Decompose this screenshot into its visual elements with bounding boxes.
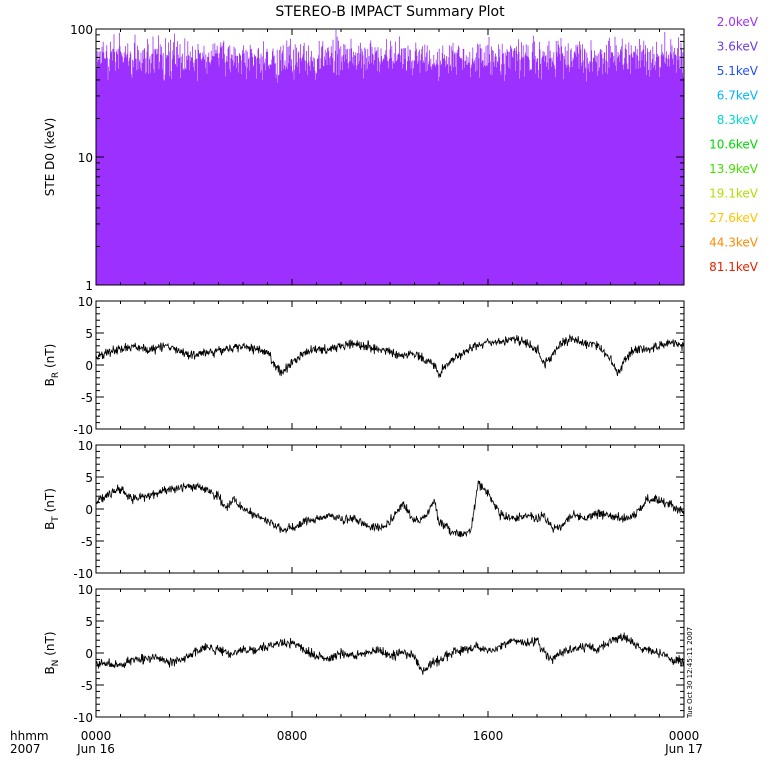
- y-axis-label-symbol: B: [43, 378, 57, 386]
- y-tick-label: 10: [78, 439, 93, 453]
- y-axis-label-unit: (nT): [43, 631, 57, 659]
- y-tick-label: 10: [78, 295, 93, 309]
- time-units-label: hhmm: [10, 729, 49, 743]
- y-tick-label: 5: [85, 615, 93, 629]
- legend-label-3.6keV: 3.6keV: [717, 40, 759, 54]
- y-axis-label-subscript: N: [51, 660, 61, 667]
- generation-timestamp: Tue Oct 30 12:45:11 2007: [686, 627, 694, 719]
- y-axis-label-subscript: R: [51, 372, 61, 378]
- legend-label-27.6keV: 27.6keV: [709, 211, 759, 225]
- y-tick-label: -10: [73, 711, 93, 725]
- date-label: Jun 17: [664, 742, 703, 756]
- y-tick-label: 0: [85, 647, 93, 661]
- panel-br: -10 -5 0 5 10 BR (nT): [43, 295, 685, 437]
- y-axis-label-unit: (nT): [43, 344, 57, 372]
- legend-label-81.1keV: 81.1keV: [709, 260, 759, 274]
- y-tick-label: 5: [85, 327, 93, 341]
- x-tick-label: 1600: [473, 729, 504, 743]
- y-axis-label: BN (nT): [43, 631, 61, 674]
- legend-label-5.1keV: 5.1keV: [717, 64, 759, 78]
- year-label: 2007: [10, 742, 41, 756]
- plot-title: STEREO-B IMPACT Summary Plot: [275, 4, 505, 20]
- x-tick-label: 0800: [277, 729, 308, 743]
- panel-bn: -10 -5 0 5 10 BN (nT): [43, 583, 685, 725]
- x-tick-label: 0000: [81, 729, 112, 743]
- y-tick-label: -5: [81, 679, 93, 693]
- legend-label-10.6keV: 10.6keV: [709, 138, 759, 152]
- y-tick-label: 10: [78, 151, 93, 165]
- legend-label-8.3keV: 8.3keV: [717, 113, 759, 127]
- energy-legend: 2.0keV 3.6keV 5.1keV 6.7keV 8.3keV 10.6keV 13.…: [709, 15, 759, 274]
- y-tick-label: 0: [85, 503, 93, 517]
- legend-label-44.3keV: 44.3keV: [709, 236, 759, 250]
- y-axis-label: STE D0 (keV): [43, 118, 57, 197]
- y-tick-label: -5: [81, 535, 93, 549]
- legend-label-13.9keV: 13.9keV: [709, 162, 759, 176]
- y-tick-label: 10: [78, 583, 93, 597]
- panel-bt: -10 -5 0 5 10 BT (nT): [43, 439, 685, 581]
- field-trace-br: [95, 333, 685, 378]
- y-axis-label-symbol: B: [43, 522, 57, 530]
- series-line-2.0keV: [95, 29, 684, 285]
- y-tick-label: 1: [85, 279, 93, 293]
- panel-frame: [95, 300, 685, 430]
- legend-label-19.1keV: 19.1keV: [709, 187, 759, 201]
- y-tick-label: -10: [73, 423, 93, 437]
- panel-frame: [95, 444, 685, 574]
- y-axis-label: BR (nT): [43, 344, 61, 387]
- legend-label-2.0keV: 2.0keV: [717, 15, 759, 29]
- time-axis-footer: hhmm 2007 0000 Jun 16 0800 1600 0000 Jun…: [10, 627, 703, 756]
- x-tick-label: 0000: [669, 729, 700, 743]
- y-axis-label-subscript: T: [51, 516, 61, 523]
- legend-label-6.7keV: 6.7keV: [717, 89, 759, 103]
- y-tick-label: 5: [85, 471, 93, 485]
- panel-ste: 1 10 100 STE D0 (keV): [43, 23, 685, 293]
- y-tick-label: -5: [81, 391, 93, 405]
- y-tick-label: -10: [73, 567, 93, 581]
- y-axis-label: BT (nT): [43, 488, 61, 530]
- y-tick-label: 100: [70, 23, 93, 37]
- date-label: Jun 16: [76, 742, 115, 756]
- field-trace-bt: [95, 480, 685, 538]
- y-tick-label: 0: [85, 359, 93, 373]
- y-axis-label-unit: (nT): [43, 488, 57, 516]
- y-axis-label-symbol: B: [43, 666, 57, 674]
- field-trace-bn: [95, 632, 685, 675]
- panel-frame: [95, 588, 685, 718]
